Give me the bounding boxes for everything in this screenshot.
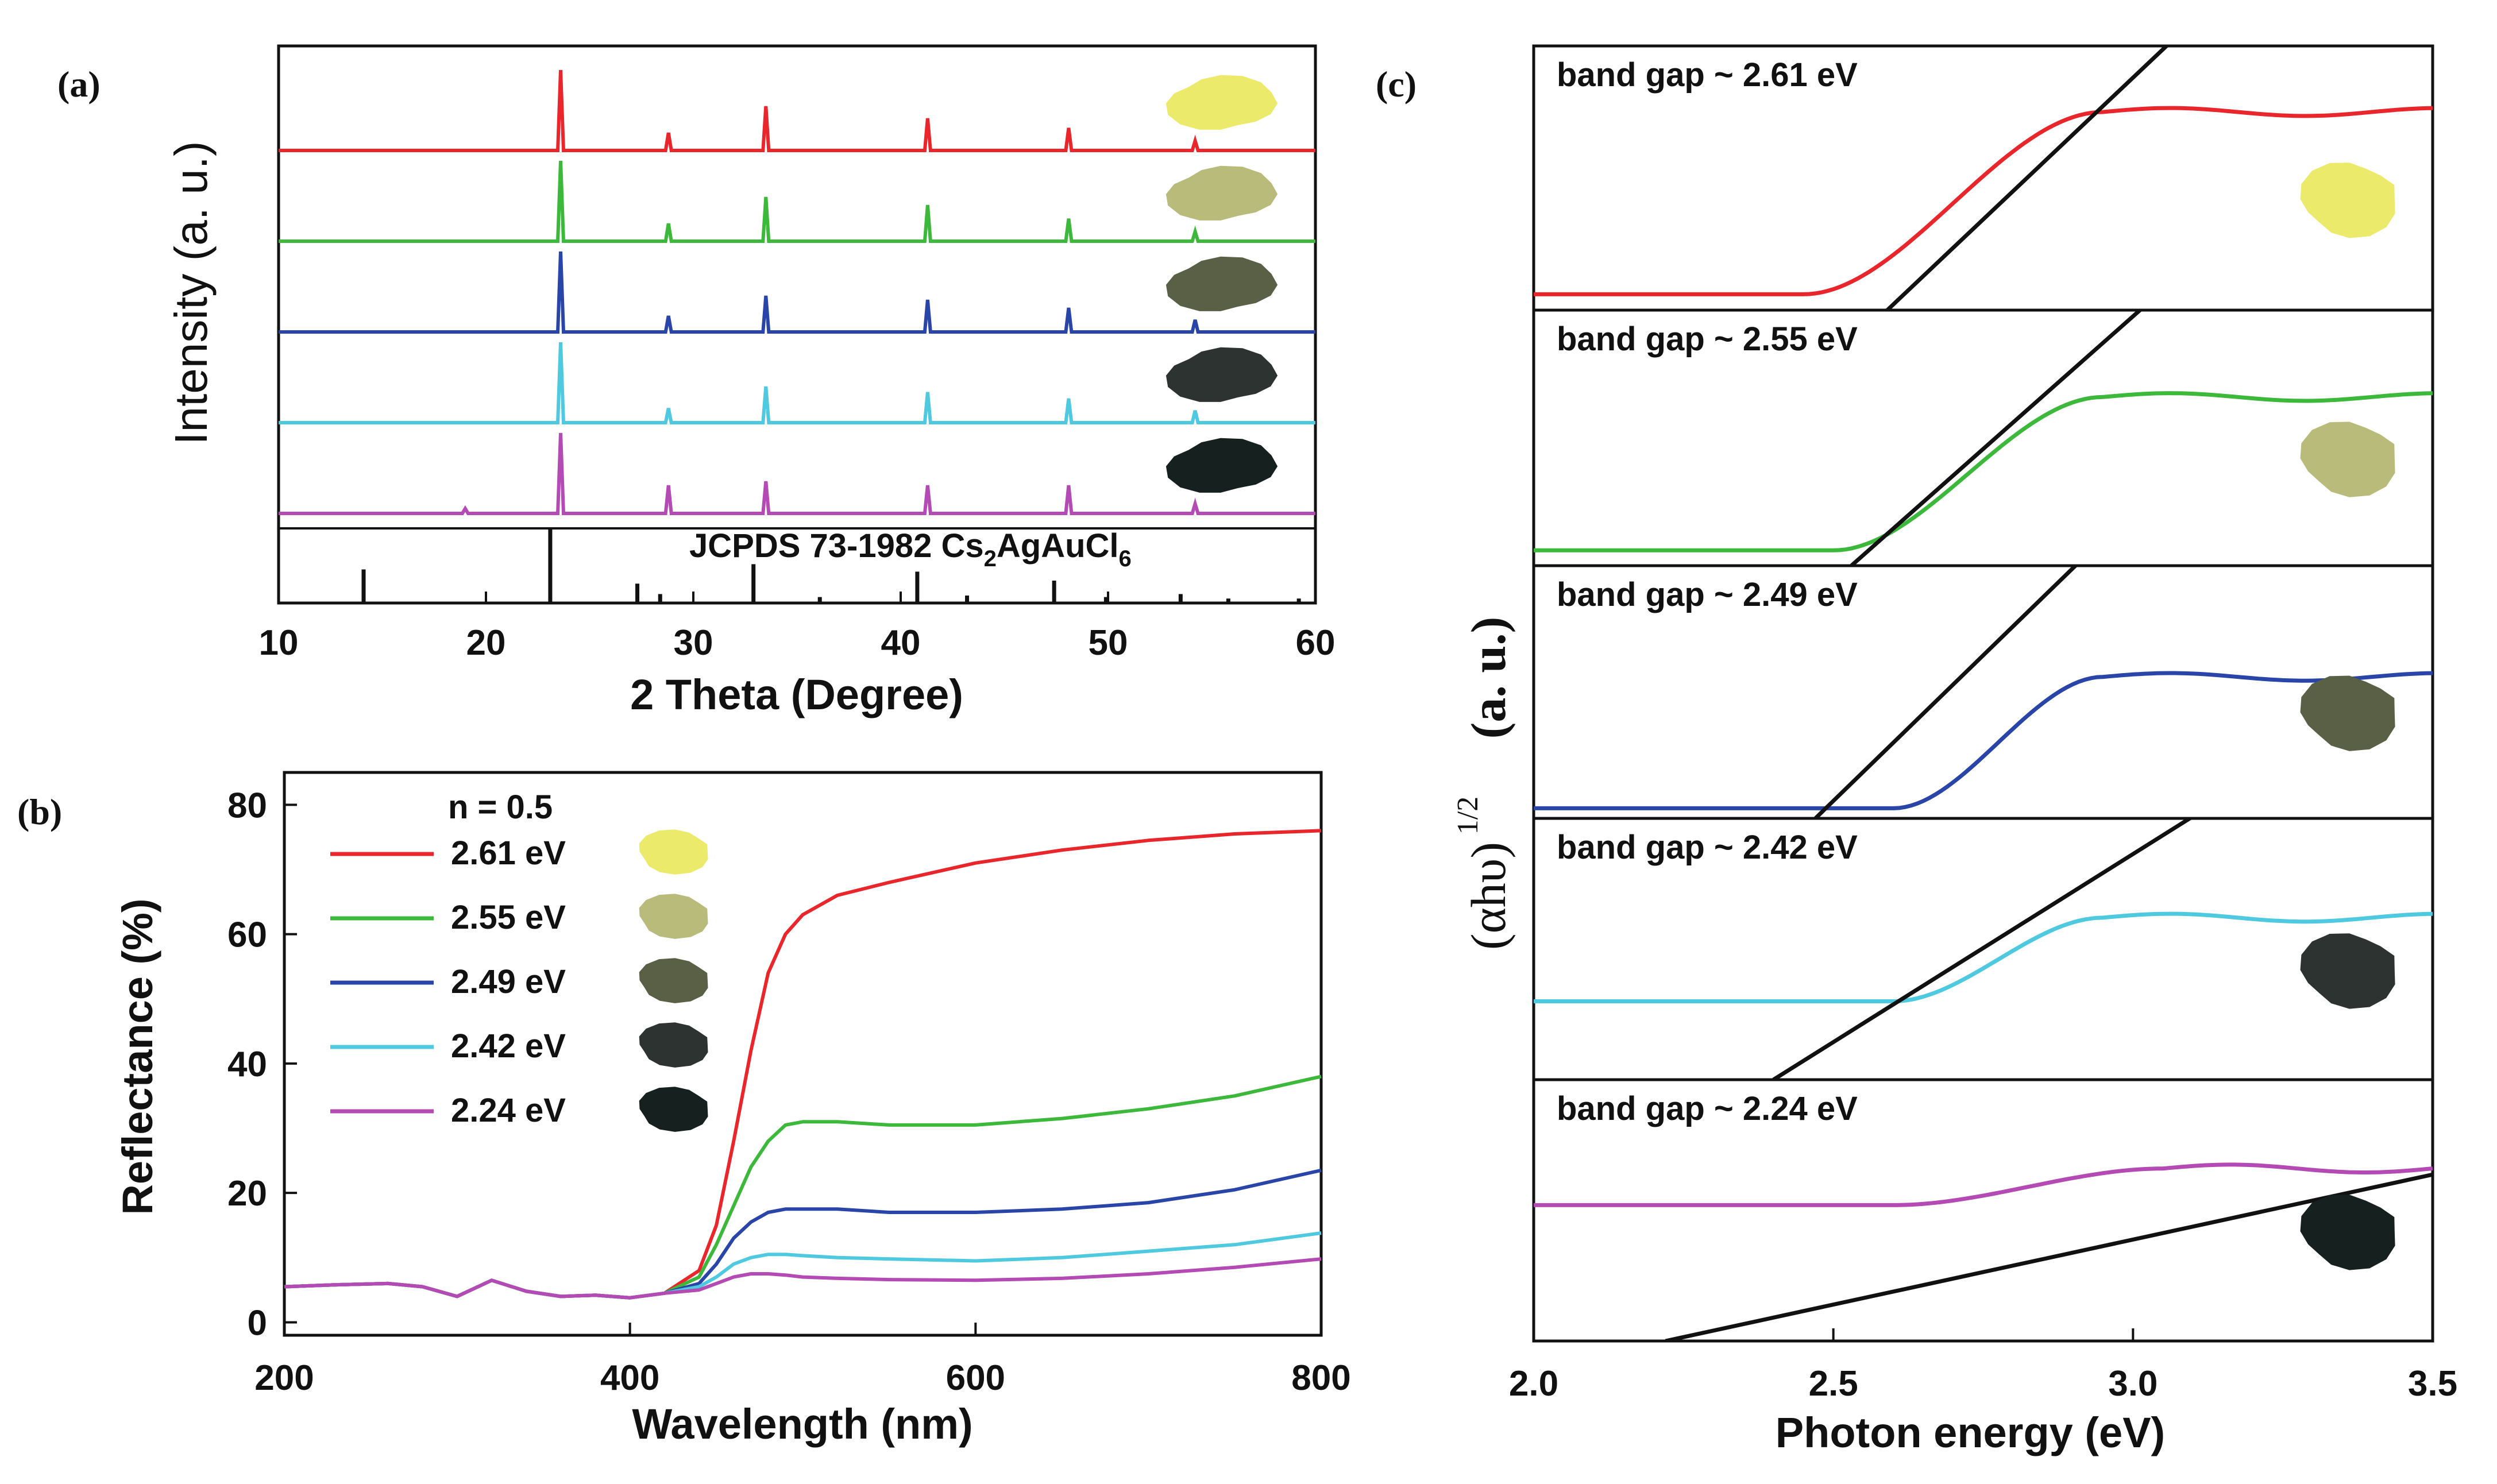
legend-sample-3 bbox=[639, 1022, 708, 1068]
y-tick-label: 60 bbox=[227, 915, 267, 955]
x-tick-label: 3.0 bbox=[2108, 1364, 2158, 1404]
panel-c-y-label-sup: 1/2 bbox=[1452, 797, 1484, 834]
y-tick-label: 80 bbox=[227, 786, 267, 825]
sample-swatch-3 bbox=[1165, 347, 1278, 402]
xrd-line-1 bbox=[279, 160, 1315, 243]
tauc-sample-3 bbox=[2300, 933, 2395, 1009]
panel-c-x-label: Photon energy (eV) bbox=[1776, 1409, 2165, 1456]
legend-title: n = 0.5 bbox=[448, 789, 553, 826]
panel-b-y-label: Reflectance (%) bbox=[114, 898, 161, 1215]
tauc-sample-1 bbox=[2300, 422, 2395, 497]
tauc-curve-3 bbox=[1534, 911, 2433, 1003]
panel-a-reference-bars bbox=[361, 528, 1301, 603]
panel-a-y-label: Intensity (a. u.) bbox=[165, 141, 217, 445]
y-tick-label: 40 bbox=[227, 1045, 267, 1084]
tauc-tangent-1 bbox=[1850, 310, 2143, 566]
panel-b-series bbox=[284, 829, 1322, 1300]
tauc-sample-2 bbox=[2300, 675, 2395, 751]
panel-a-xrd: (a) 10 20 30 40 50 60 JCPDS 73-1982 Cs2AgAuCl… bbox=[57, 44, 1336, 718]
panel-c-subplots: band gap ~ 2.61 eV band gap ~ 2.55 eV band… bbox=[1532, 44, 2434, 1343]
legend-sample-2 bbox=[639, 958, 708, 1003]
legend-sample-4 bbox=[639, 1087, 708, 1132]
tauc-curve-1 bbox=[1534, 391, 2433, 552]
panel-a-sample-swatches bbox=[1165, 75, 1278, 493]
legend-label-0: 2.61 eV bbox=[451, 834, 566, 872]
panel-c-y-label-group: (αhυ) 1/2 (a. u.) bbox=[1452, 617, 1516, 950]
tauc-tangent-2 bbox=[1813, 566, 2079, 818]
reflectance-line-3 bbox=[284, 1231, 1322, 1300]
tauc-subplot-1: band gap ~ 2.55 eV bbox=[1532, 308, 2434, 567]
panel-c-label: (c) bbox=[1376, 64, 1417, 105]
x-tick-label: 20 bbox=[466, 623, 506, 663]
x-tick-label: 2.5 bbox=[1809, 1364, 1858, 1404]
y-tick-label: 0 bbox=[248, 1303, 267, 1343]
x-tick-label: 600 bbox=[946, 1358, 1005, 1398]
panel-a-series bbox=[279, 69, 1315, 515]
tauc-tangent-0 bbox=[1886, 46, 2170, 310]
x-tick-label: 2.0 bbox=[1509, 1364, 1558, 1404]
xrd-line-4 bbox=[279, 432, 1315, 515]
reflectance-line-0 bbox=[284, 829, 1322, 1300]
legend-label-2: 2.49 eV bbox=[451, 963, 566, 1000]
legend-label-4: 2.24 eV bbox=[451, 1092, 566, 1129]
x-tick-label: 400 bbox=[600, 1358, 659, 1398]
x-tick-label: 60 bbox=[1296, 623, 1336, 663]
sample-swatch-0 bbox=[1165, 75, 1278, 130]
panel-b-frame bbox=[283, 771, 1323, 1337]
band-gap-label-3: band gap ~ 2.42 eV bbox=[1557, 829, 1858, 866]
reflectance-line-1 bbox=[284, 1075, 1322, 1300]
tauc-sample-0 bbox=[2300, 163, 2395, 238]
x-tick-label: 3.5 bbox=[2408, 1364, 2457, 1404]
band-gap-label-0: band gap ~ 2.61 eV bbox=[1557, 56, 1858, 94]
tauc-frame-4 bbox=[1532, 1078, 2434, 1343]
panel-c-x-ticks: 2.0 2.5 3.0 3.5 bbox=[1509, 1328, 2457, 1404]
x-tick-label: 10 bbox=[259, 623, 299, 663]
tauc-subplot-2: band gap ~ 2.49 eV bbox=[1532, 564, 2434, 820]
sample-swatch-4 bbox=[1165, 438, 1278, 493]
panel-c-y-label-unit: (a. u.) bbox=[1461, 617, 1516, 739]
y-tick-label: 20 bbox=[227, 1174, 267, 1214]
xrd-line-0 bbox=[279, 69, 1315, 152]
tauc-curve-0 bbox=[1534, 106, 2433, 296]
tauc-tangent-4 bbox=[1665, 1172, 2433, 1341]
panel-c-tauc: (c) band gap ~ 2.61 eV band gap ~ 2.55 eV… bbox=[1376, 44, 2457, 1456]
xrd-line-3 bbox=[279, 342, 1315, 424]
panel-b-legend: n = 0.5 2.61 eV 2.55 eV 2.49 eV 2.42 eV 2.24… bbox=[330, 789, 708, 1132]
tauc-curve-2 bbox=[1534, 671, 2433, 810]
legend-label-1: 2.55 eV bbox=[451, 899, 566, 936]
tauc-tangent-3 bbox=[1772, 818, 2194, 1080]
tauc-sample-4 bbox=[2300, 1195, 2395, 1270]
x-tick-label: 40 bbox=[881, 623, 921, 663]
sample-swatch-2 bbox=[1165, 256, 1278, 311]
tauc-subplot-3: band gap ~ 2.42 eV bbox=[1532, 817, 2434, 1081]
panel-b-label: (b) bbox=[17, 791, 62, 832]
panel-b-ticks: 200 400 600 800 0 20 40 60 80 bbox=[227, 786, 1351, 1398]
sample-swatch-1 bbox=[1165, 165, 1278, 221]
band-gap-label-4: band gap ~ 2.24 eV bbox=[1557, 1090, 1858, 1127]
panel-a-x-label: 2 Theta (Degree) bbox=[630, 671, 963, 718]
panel-a-frame bbox=[277, 44, 1317, 605]
x-tick-label: 30 bbox=[674, 623, 713, 663]
tauc-subplot-4: band gap ~ 2.24 eV bbox=[1532, 1078, 2434, 1343]
panel-a-reference-label: JCPDS 73-1982 Cs2AgAuCl6 bbox=[689, 527, 1132, 571]
panel-c-y-label: (αhυ) bbox=[1461, 842, 1516, 950]
panel-b-x-label: Wavelength (nm) bbox=[632, 1400, 972, 1448]
panel-a-label: (a) bbox=[57, 64, 101, 105]
legend-sample-1 bbox=[639, 894, 708, 939]
tauc-curve-4 bbox=[1534, 1162, 2433, 1207]
reflectance-line-4 bbox=[284, 1257, 1322, 1300]
band-gap-label-1: band gap ~ 2.55 eV bbox=[1557, 320, 1858, 358]
panel-a-x-ticks: 10 20 30 40 50 60 bbox=[259, 592, 1336, 663]
xrd-line-2 bbox=[279, 251, 1315, 334]
legend-sample-0 bbox=[639, 829, 708, 875]
tauc-subplot-0: band gap ~ 2.61 eV bbox=[1532, 44, 2434, 312]
panel-b-reflectance: (b) 200 400 600 800 0 20 40 60 80 n = 0.5 2.61 e… bbox=[17, 771, 1351, 1448]
x-tick-label: 50 bbox=[1089, 623, 1128, 663]
x-tick-label: 800 bbox=[1291, 1358, 1350, 1398]
legend-label-3: 2.42 eV bbox=[451, 1027, 566, 1065]
band-gap-label-2: band gap ~ 2.49 eV bbox=[1557, 576, 1858, 613]
x-tick-label: 200 bbox=[254, 1358, 314, 1398]
